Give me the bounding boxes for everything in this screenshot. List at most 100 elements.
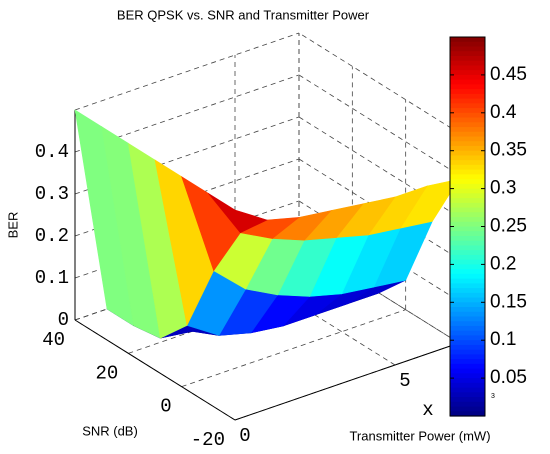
colorbar-band (450, 55, 485, 62)
colorbar-band (450, 188, 485, 194)
box-edge (74, 32, 300, 111)
colorbar-band (450, 250, 485, 256)
colorbar-band (450, 112, 485, 119)
colorbar-band (450, 321, 485, 327)
grid-line (298, 74, 460, 176)
colorbar-band (450, 344, 485, 351)
x-axis-label: Transmitter Power (mW) (349, 428, 490, 443)
colorbar-band (450, 60, 485, 67)
colorbar-band (450, 273, 485, 280)
colorbar-band (450, 202, 485, 209)
colorbar-band (450, 207, 485, 213)
z-tick-label: 0.1 (35, 267, 69, 289)
x-tick-label: 5 (399, 370, 410, 392)
colorbar-band (450, 316, 485, 322)
x-tick-label: 0 (239, 425, 250, 447)
colorbar-tick-label: 0.45 (490, 64, 527, 85)
colorbar-band (450, 387, 485, 393)
colorbar-band (450, 259, 485, 265)
colorbar-band (450, 349, 485, 356)
colorbar-band (450, 269, 485, 275)
colorbar-band (450, 335, 485, 341)
colorbar-band (450, 283, 485, 289)
colorbar-band (450, 117, 485, 123)
grid-line (181, 309, 406, 388)
colorbar-band (450, 406, 485, 412)
colorbar-band (450, 164, 485, 171)
y-tick-label: 20 (96, 362, 119, 384)
colorbar-band (450, 150, 485, 157)
z-tick-label: 0.2 (35, 225, 69, 247)
colorbar-band (450, 84, 485, 90)
y-axis-label: SNR (dB) (82, 423, 138, 438)
colorbar-tick-label: 0.15 (490, 291, 527, 312)
colorbar-band (450, 311, 485, 318)
multiplier-label: x (422, 399, 433, 421)
z-axis-label: BER (5, 212, 20, 239)
z-tick-label: 0 (58, 309, 69, 331)
colorbar-band (450, 198, 485, 204)
colorbar-band (450, 231, 485, 237)
colorbar-band (450, 174, 485, 180)
colorbar-band (450, 131, 485, 138)
colorbar-band (450, 363, 485, 370)
y-axis (74, 319, 236, 421)
colorbar-tick-label: 0.4 (490, 102, 517, 123)
colorbar-band (450, 41, 485, 48)
colorbar-band (450, 183, 485, 190)
colorbar-band (450, 288, 485, 294)
surface-patch (208, 193, 268, 234)
x-axis (234, 342, 460, 421)
colorbar-band (450, 193, 485, 199)
colorbar-band (450, 46, 485, 52)
colorbar-band (450, 179, 485, 185)
colorbar-band (450, 221, 485, 228)
colorbar-band (450, 217, 485, 223)
colorbar-band (450, 145, 485, 152)
colorbar-band (450, 79, 485, 85)
colorbar-band (450, 382, 485, 389)
colorbar-band (450, 155, 485, 161)
colorbar-tick-label: 0.2 (490, 253, 516, 274)
colorbar-band (450, 98, 485, 104)
chart-title: BER QPSK vs. SNR and Transmitter Power (117, 7, 370, 22)
colorbar-band (450, 397, 485, 403)
colorbar-band (450, 340, 485, 346)
colorbar-band (450, 51, 485, 57)
z-tick-label: 0.4 (35, 141, 69, 163)
colorbar-tick-label: 0.1 (490, 329, 516, 350)
colorbar-band (450, 212, 485, 218)
colorbar-band (450, 169, 485, 175)
z-tick-label: 0.3 (35, 183, 69, 205)
colorbar-band (450, 411, 485, 417)
colorbar-band (450, 160, 485, 166)
colorbar-band (450, 373, 485, 379)
colorbar-band (450, 122, 485, 128)
box-edge (298, 32, 460, 134)
y-tick-label: 40 (42, 329, 65, 351)
colorbar-tick-label: 0.05 (490, 367, 527, 388)
colorbar-band (450, 103, 485, 109)
colorbar-band (450, 70, 485, 76)
colorbar-band (450, 254, 485, 261)
colorbar-band (450, 65, 485, 71)
colorbar-band (450, 245, 485, 251)
exponent-label: 3 (491, 393, 495, 400)
colorbar-band (450, 354, 485, 360)
colorbar-band (450, 226, 485, 232)
colorbar-band (450, 378, 485, 384)
colorbar-band (450, 392, 485, 398)
y-tick-label: -20 (191, 429, 225, 451)
colorbar-band (450, 136, 485, 142)
colorbar-band (450, 127, 485, 133)
colorbar-band (450, 240, 485, 247)
colorbar-band (450, 141, 485, 147)
colorbar-tick-label: 0.25 (490, 216, 527, 237)
colorbar-band (450, 74, 485, 81)
colorbar-band (450, 307, 485, 313)
colorbar-band (450, 37, 485, 43)
colorbar-band (450, 325, 485, 332)
colorbar-band (450, 278, 485, 284)
colorbar-band (450, 264, 485, 270)
